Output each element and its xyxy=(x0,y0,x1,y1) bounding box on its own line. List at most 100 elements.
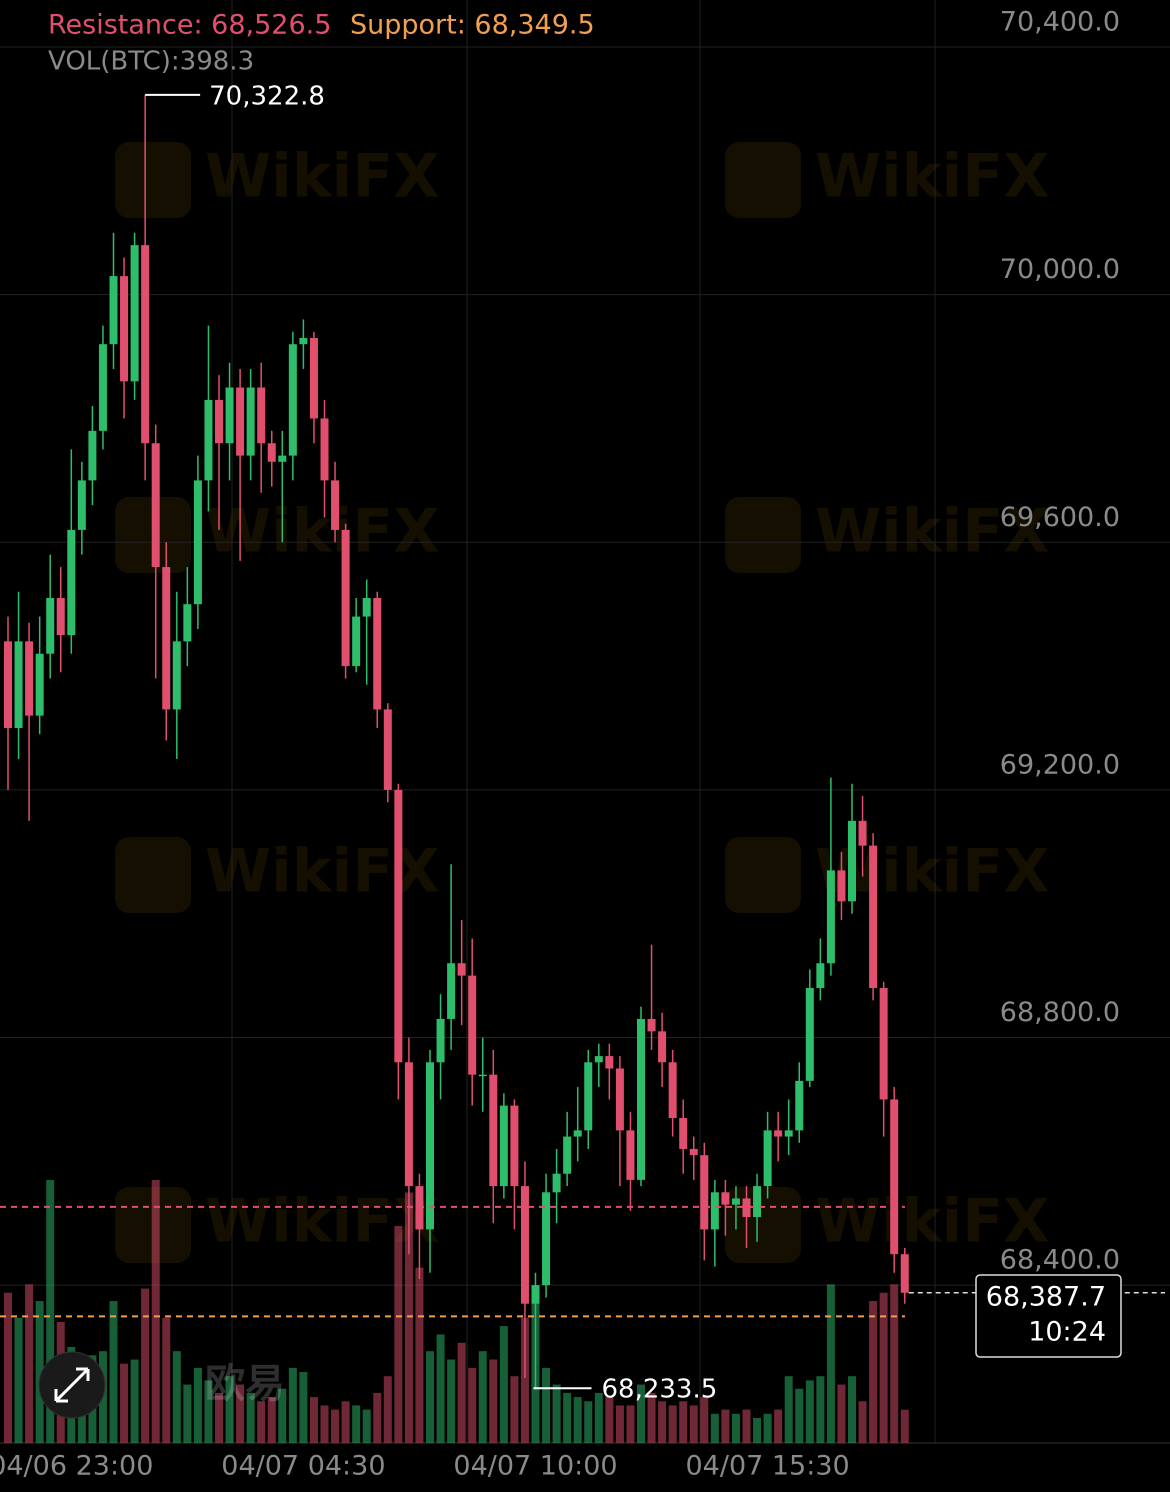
candle-body xyxy=(520,1186,529,1304)
watermark-text: WikiFX xyxy=(815,142,1049,212)
volume-bar xyxy=(626,1405,635,1443)
candle-body xyxy=(457,963,466,976)
volume-bar xyxy=(858,1401,867,1443)
candle-body xyxy=(309,338,318,419)
volume-bar xyxy=(215,1392,223,1443)
candle-body xyxy=(584,1062,593,1131)
volume-bar xyxy=(774,1409,783,1443)
candle-body xyxy=(658,1031,667,1063)
candle-body xyxy=(383,709,392,790)
last-price-label: 68,387.7 xyxy=(986,1282,1106,1313)
high-label: 70,322.8 xyxy=(209,81,325,111)
y-tick-label: 70,400.0 xyxy=(1000,7,1120,38)
candle-body xyxy=(615,1068,624,1131)
x-tick-label: 04/07 04:30 xyxy=(221,1451,385,1482)
volume-bar xyxy=(236,1384,245,1443)
candle-body xyxy=(679,1118,688,1149)
volume-bar xyxy=(510,1376,519,1443)
candle-body xyxy=(98,344,107,431)
expand-button[interactable] xyxy=(38,1351,106,1419)
candle-body xyxy=(489,1074,498,1187)
watermark-text: WikiFX xyxy=(815,1187,1049,1257)
volume-bar xyxy=(795,1388,804,1443)
y-tick-label: 69,600.0 xyxy=(1000,502,1120,533)
volume-bar xyxy=(753,1417,762,1443)
y-tick-label: 70,000.0 xyxy=(1000,254,1120,285)
expand-icon[interactable] xyxy=(54,1367,90,1403)
volume-bar xyxy=(246,1392,255,1443)
volume-bar xyxy=(573,1397,582,1443)
candle-body xyxy=(753,1186,762,1218)
watermark-logo xyxy=(725,497,801,573)
candle-body xyxy=(130,245,139,382)
candle-body xyxy=(890,1099,899,1255)
candle-body xyxy=(109,276,118,345)
candle-body xyxy=(46,598,55,654)
y-tick-label: 68,400.0 xyxy=(1000,1245,1120,1276)
candle-body xyxy=(436,1018,445,1063)
y-tick-label: 69,200.0 xyxy=(1000,749,1120,780)
volume-bar xyxy=(320,1405,329,1443)
candle-body xyxy=(193,480,202,605)
volume-bar xyxy=(837,1384,846,1443)
candle-body xyxy=(183,604,192,642)
volume-bar xyxy=(816,1376,825,1443)
candle-body xyxy=(120,276,129,382)
volume-bar xyxy=(172,1351,181,1443)
volume-bar xyxy=(193,1367,202,1443)
volume-bar xyxy=(848,1376,856,1443)
candle-body xyxy=(763,1130,772,1187)
volume-bar xyxy=(14,1317,23,1443)
volume-bar xyxy=(478,1351,487,1443)
candle-body xyxy=(35,653,44,716)
candle-body xyxy=(879,988,888,1100)
volume-bar xyxy=(826,1284,835,1443)
candle-body xyxy=(552,1173,561,1193)
candle-body xyxy=(25,641,34,716)
watermark-logo xyxy=(725,837,801,913)
candle-body xyxy=(172,641,181,710)
volume-bar xyxy=(404,1192,413,1443)
volume-bar xyxy=(120,1363,129,1443)
candle-body xyxy=(668,1062,677,1118)
candle-body xyxy=(900,1254,909,1293)
candle-body xyxy=(162,567,171,710)
candle-body xyxy=(710,1192,719,1230)
volume-bar xyxy=(362,1409,371,1443)
watermark-logo xyxy=(115,142,191,218)
watermark-text: WikiFX xyxy=(205,497,439,567)
volume-bar xyxy=(584,1401,593,1443)
candle-body xyxy=(563,1136,572,1174)
volume-bar xyxy=(204,1380,213,1443)
volume-bar xyxy=(542,1367,551,1443)
candle-body xyxy=(689,1148,698,1156)
candle-body xyxy=(278,455,287,462)
volume-bar xyxy=(278,1388,287,1443)
candle-body xyxy=(721,1192,730,1205)
volume-bar xyxy=(637,1384,645,1443)
x-tick-label: 04/07 10:00 xyxy=(453,1451,617,1482)
volume-bar xyxy=(4,1292,12,1443)
candle-body xyxy=(352,616,361,667)
watermark-text: WikiFX xyxy=(815,497,1049,567)
volume-bar xyxy=(742,1409,751,1443)
watermark-logo xyxy=(115,837,191,913)
candle-body xyxy=(288,344,297,456)
volume-bar xyxy=(25,1284,34,1443)
candle-body xyxy=(637,1018,645,1180)
volume-bar xyxy=(341,1401,350,1443)
volume-bar xyxy=(225,1376,234,1443)
candle-body xyxy=(731,1198,740,1205)
candle-body xyxy=(204,399,213,481)
v-grid xyxy=(231,0,936,1443)
x-tick-label: 04/06 23:00 xyxy=(0,1451,153,1482)
volume-bar xyxy=(879,1292,888,1443)
brand: 欧易 xyxy=(205,1361,285,1407)
volume-bar xyxy=(731,1413,740,1443)
volume-bar xyxy=(647,1392,656,1443)
volume-bar xyxy=(900,1409,909,1443)
y-tick-label: 68,800.0 xyxy=(1000,997,1120,1028)
candle-body xyxy=(394,789,403,1063)
candle-body xyxy=(362,598,371,617)
